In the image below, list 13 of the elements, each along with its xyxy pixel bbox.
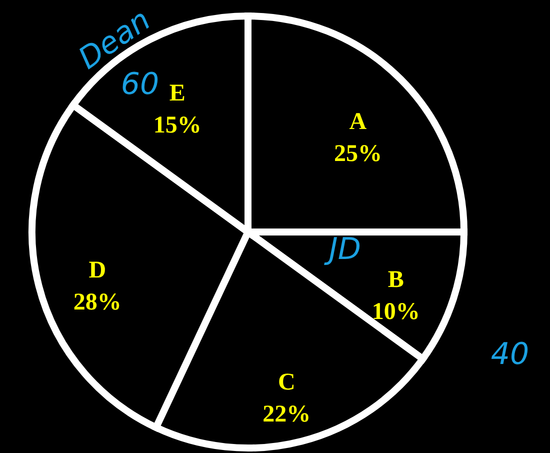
data-label: 22% <box>262 402 311 428</box>
slice-label: A <box>349 109 368 136</box>
data-label: 28% <box>73 290 122 316</box>
slice-label: B <box>388 267 404 294</box>
data-label: 15% <box>153 112 202 138</box>
text: 60 <box>120 67 160 102</box>
data-label: 25% <box>334 141 382 168</box>
data-label: 10% <box>372 299 420 326</box>
slice-label: D <box>88 258 106 284</box>
text: JD <box>324 232 361 267</box>
text: 40 <box>490 337 530 372</box>
slice-label: C <box>278 370 296 396</box>
slice-label: E <box>169 80 186 106</box>
